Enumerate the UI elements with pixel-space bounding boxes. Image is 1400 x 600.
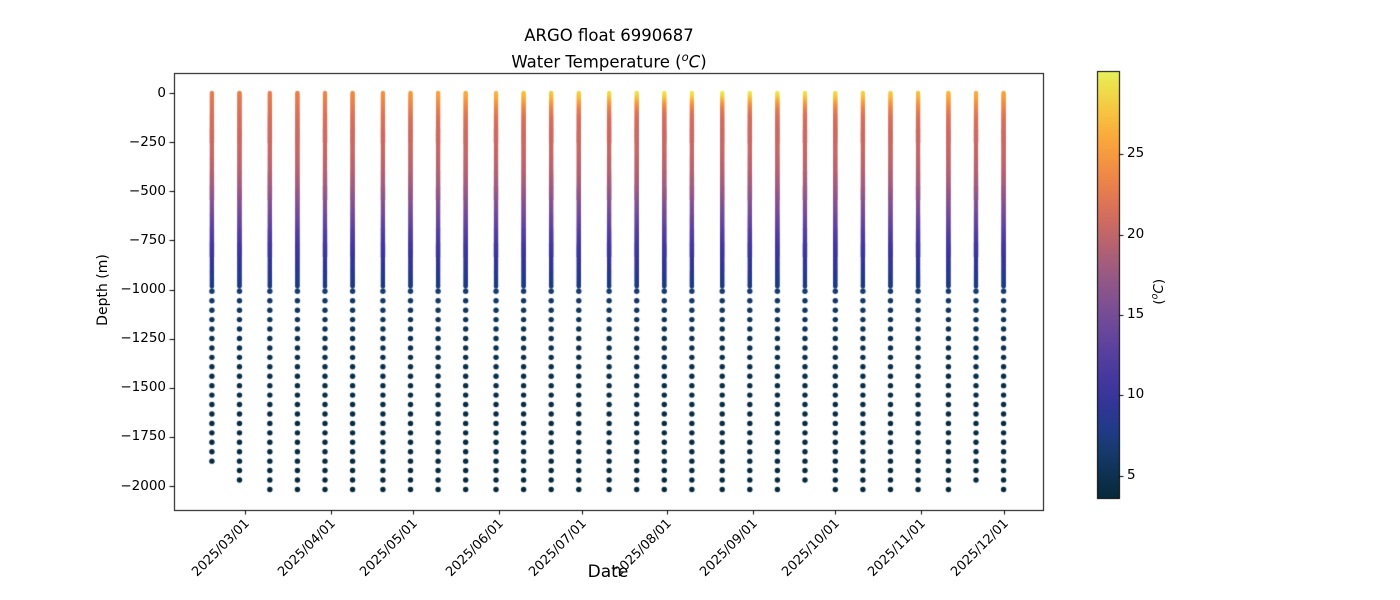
colorbar-tick-label: 10 [1127, 386, 1145, 403]
subtitle-text: Water Temperature ( [511, 52, 682, 72]
x-axis-label: Date [587, 562, 629, 582]
chart-subtitle: Water Temperature (oC) [309, 47, 909, 73]
subtitle-close-paren: ) [700, 52, 707, 72]
colorbar-tick-label: 20 [1127, 225, 1145, 242]
y-tick-label: −1000 [120, 281, 166, 298]
colorbar-tick-label: 15 [1127, 306, 1145, 322]
chart-title: ARGO float 6990687 [524, 26, 694, 45]
y-tick-label: −1750 [120, 428, 166, 445]
y-tick-label: −1500 [120, 379, 166, 396]
colorbar-label: (oC) [1149, 278, 1167, 305]
y-tick-label: −2000 [120, 477, 166, 494]
colorbar-degree-sup: o [1149, 293, 1161, 300]
y-tick-label: −500 [128, 182, 166, 199]
y-tick-label: −1250 [120, 330, 166, 347]
colorbar-unit: C [1150, 284, 1167, 294]
colorbar-tick-label: 25 [1127, 145, 1145, 162]
subtitle-unit: C [688, 52, 701, 72]
y-tick-label: 0 [157, 84, 166, 101]
colorbar-tick-label: 5 [1127, 466, 1136, 483]
y-tick-label: −250 [128, 133, 166, 150]
subtitle-degree-sup: o [681, 50, 689, 64]
y-tick-label: −750 [128, 231, 166, 248]
